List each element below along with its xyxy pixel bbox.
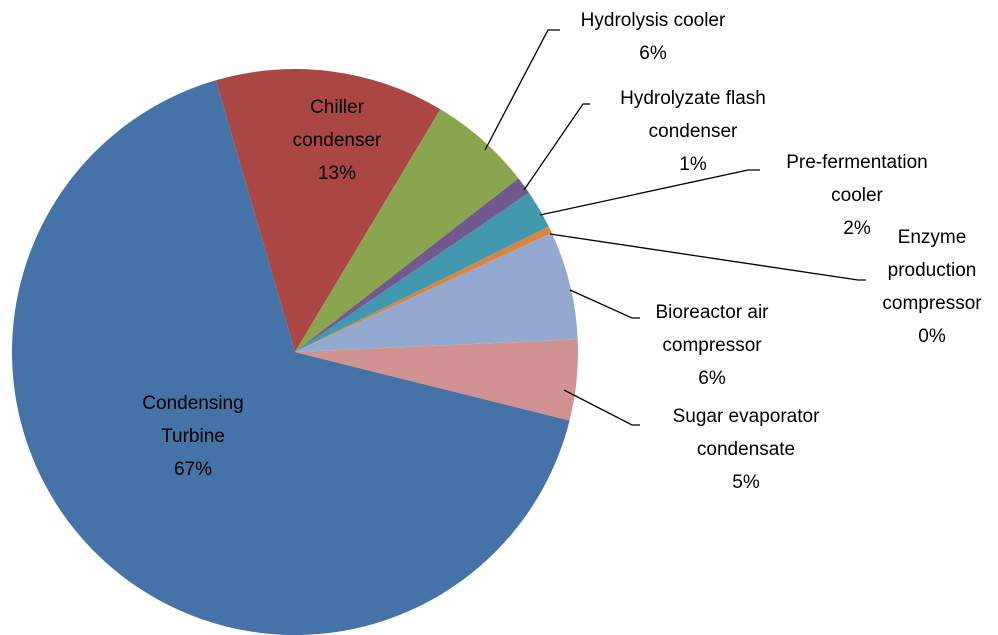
value-label: 13%	[317, 163, 357, 184]
slice-label: Chiller condenser 13%	[280, 91, 395, 190]
pie-slice	[295, 109, 519, 352]
category-name: Hydrolyzate flash condenser	[620, 88, 766, 142]
slices	[12, 69, 579, 635]
category-name: Bioreactor air compressor	[655, 302, 769, 356]
leader-line	[523, 103, 590, 191]
slice-label: Condensing Turbine 67%	[128, 387, 258, 486]
pie-slice	[295, 339, 579, 421]
leader-line	[563, 389, 640, 426]
slice-label: Enzyme production compressor 0%	[865, 221, 998, 353]
category-name: Chiller condenser	[292, 97, 382, 151]
slice-label: Pre-fermentation cooler 2%	[762, 146, 952, 245]
value-label: 5%	[732, 472, 760, 493]
leader-line	[539, 169, 760, 216]
slice-label: Hydrolyzate flash condenser 1%	[606, 82, 781, 181]
slice-label: Sugar evaporator condensate 5%	[629, 400, 864, 499]
value-label: 1%	[679, 154, 707, 175]
pie-slice	[295, 178, 529, 352]
pie-slice	[12, 80, 570, 635]
category-name: Pre-fermentation cooler	[786, 152, 928, 206]
category-name: Condensing Turbine	[142, 393, 244, 447]
value-label: 67%	[173, 459, 213, 480]
leader-line	[569, 289, 640, 319]
value-label: 0%	[918, 326, 946, 347]
slice-label: Bioreactor air compressor 6%	[630, 296, 795, 395]
value-label: 2%	[843, 218, 871, 239]
category-name: Sugar evaporator condensate	[672, 406, 820, 460]
pie-slice	[215, 69, 441, 352]
value-label: 6%	[698, 368, 726, 389]
pie-slice	[295, 232, 578, 352]
value-label: 6%	[639, 43, 667, 64]
category-name: Enzyme production compressor	[882, 227, 982, 314]
leader-line	[549, 233, 866, 281]
slice-label: Hydrolysis cooler 6%	[543, 4, 763, 70]
pie-slice	[295, 192, 549, 352]
category-name: Hydrolysis cooler	[580, 10, 726, 31]
pie-slice	[295, 226, 552, 352]
leader-line	[484, 29, 560, 151]
